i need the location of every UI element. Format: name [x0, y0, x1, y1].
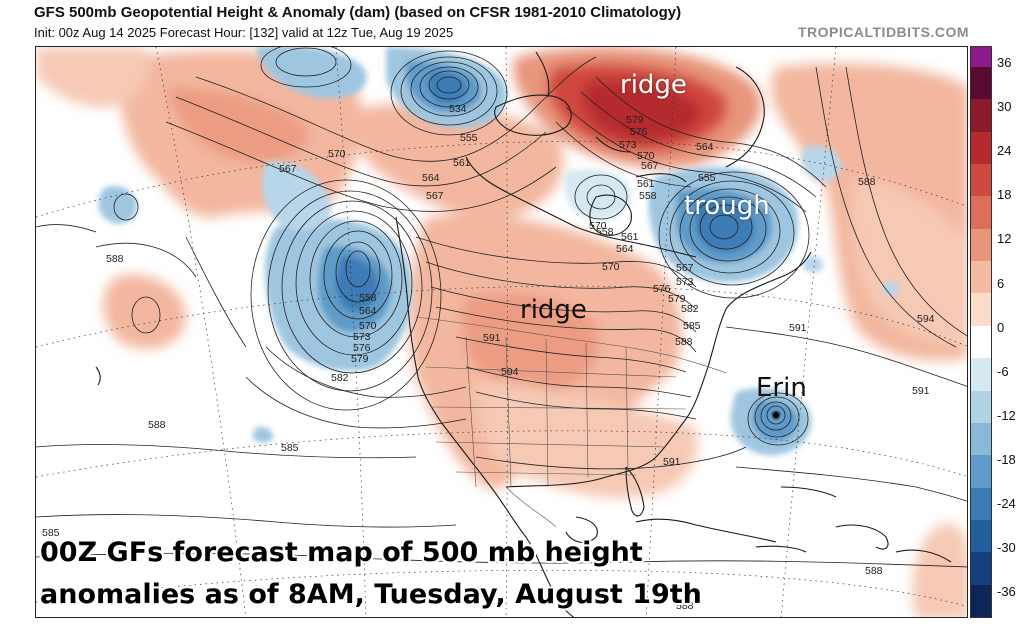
- contour-label: 573: [353, 331, 371, 343]
- contour-label: 573: [619, 139, 637, 151]
- legend-swatch: [971, 67, 991, 100]
- contour-label: 561: [621, 231, 639, 243]
- contour-labels: 555 561 567 564 570 534 579 576 573 570 …: [42, 103, 935, 612]
- contour-label: 567: [279, 163, 297, 175]
- erin-center-marker: [773, 412, 779, 418]
- legend-tick-label: 12: [997, 231, 1012, 247]
- legend-swatch: [971, 552, 991, 586]
- contour-label: 576: [630, 126, 648, 138]
- legend-swatch: [971, 422, 991, 456]
- contour-label: 579: [351, 353, 369, 365]
- coastlines: [95, 51, 952, 617]
- ridge-label-north: ridge: [620, 70, 687, 100]
- legend-swatch: [971, 164, 991, 197]
- legend-tick-label: 18: [997, 187, 1012, 203]
- legend-swatch: [971, 261, 991, 294]
- contour-label: 585: [42, 527, 60, 539]
- contour-label: 570: [328, 148, 346, 160]
- contour-label: 591: [912, 385, 930, 397]
- legend-swatch: [971, 131, 991, 165]
- contour-label: 567: [641, 160, 659, 172]
- contour-label: 588: [858, 176, 876, 188]
- legend-tick-label: 30: [997, 99, 1012, 115]
- legend-tick-label: -6: [997, 363, 1009, 379]
- legend-swatch: [971, 487, 991, 521]
- legend-tick-label: 36: [997, 55, 1012, 70]
- contour-label: 564: [359, 305, 377, 317]
- contour-label: 591: [663, 456, 681, 468]
- contour-label: 588: [106, 253, 124, 265]
- height-contours: [36, 47, 967, 568]
- legend-swatch: [971, 99, 991, 133]
- legend-swatch: [971, 519, 991, 553]
- ridge-label-center: ridge: [520, 295, 587, 325]
- legend-top-swatch: [971, 47, 991, 67]
- contour-label: 564: [422, 172, 440, 184]
- contour-label: 570: [359, 320, 377, 332]
- trough-label: trough: [684, 191, 770, 221]
- contour-label: 567: [426, 190, 444, 202]
- erin-label: Erin: [756, 373, 807, 403]
- contour-label: 573: [676, 276, 694, 288]
- latitude-longitude-grid: [36, 47, 967, 617]
- legend-tick-label: -24: [997, 496, 1016, 511]
- contour-label: 558: [639, 190, 657, 202]
- contour-label: 555: [698, 172, 716, 184]
- legend-tick-label: -12: [997, 407, 1016, 423]
- map-title: GFS 500mb Geopotential Height & Anomaly …: [34, 4, 682, 21]
- legend-tick-label: 6: [997, 275, 1005, 291]
- contour-label: 555: [460, 132, 478, 144]
- contour-label: 582: [681, 303, 699, 315]
- map-canvas: 555 561 567 564 570 534 579 576 573 570 …: [36, 47, 967, 617]
- legend-swatch: [971, 196, 991, 230]
- contour-label: 534: [449, 103, 467, 115]
- brand-watermark: TROPICALTIDBITS.COM: [797, 24, 969, 40]
- contour-label: 588: [676, 600, 694, 612]
- legend-tick-label: 0: [997, 319, 1005, 335]
- contour-label: 594: [917, 313, 935, 325]
- contour-label: 576: [653, 283, 671, 295]
- anomaly-color-legend: [970, 46, 992, 618]
- caption-line-2: anomalies as of 8AM, Tuesday, August 19t…: [40, 579, 702, 610]
- legend-swatch: [971, 455, 991, 489]
- contour-label: 570: [637, 150, 655, 162]
- contour-label: 564: [616, 243, 634, 255]
- political-borders: [415, 316, 727, 528]
- legend-tick-label: -18: [997, 451, 1016, 467]
- legend-swatch: [971, 228, 991, 262]
- legend-tick-label: -36: [997, 584, 1016, 600]
- legend-tick-label: 24: [997, 143, 1012, 159]
- contour-label: 564: [696, 141, 714, 153]
- legend-tick-label: -30: [997, 540, 1016, 556]
- contour-label: 579: [626, 114, 644, 126]
- caption-line-1: 00Z GFs forecast map of 500 mb height: [40, 537, 643, 568]
- contour-label: 558: [596, 226, 614, 238]
- legend-swatch: [971, 325, 991, 359]
- contour-label: 579: [668, 293, 686, 305]
- contour-label: 576: [353, 342, 371, 354]
- contour-label: 591: [483, 332, 501, 344]
- map-subtitle: Init: 00z Aug 14 2025 Forecast Hour: [13…: [34, 25, 454, 40]
- contour-label: 558: [359, 292, 377, 304]
- legend-swatch: [971, 293, 991, 327]
- contour-label: 582: [331, 372, 349, 384]
- contour-label: 591: [789, 322, 807, 334]
- legend-swatch: [971, 584, 991, 618]
- legend-swatch: [971, 390, 991, 424]
- contour-label: 567: [676, 262, 694, 274]
- contour-label: 588: [675, 336, 693, 348]
- contour-label: 561: [453, 157, 471, 169]
- negative-anomaly-shading: [98, 47, 900, 456]
- contour-label: 588: [148, 419, 166, 431]
- contour-label: 594: [501, 366, 519, 378]
- contour-label: 585: [281, 442, 299, 454]
- anomaly-map: 555 561 567 564 570 534 579 576 573 570 …: [35, 46, 968, 618]
- contour-label: 588: [865, 565, 883, 577]
- legend-swatch: [971, 358, 991, 392]
- contour-label: 561: [637, 178, 655, 190]
- contour-label: 570: [589, 220, 607, 232]
- contour-label: 570: [602, 261, 620, 273]
- contour-label: 585: [683, 320, 701, 332]
